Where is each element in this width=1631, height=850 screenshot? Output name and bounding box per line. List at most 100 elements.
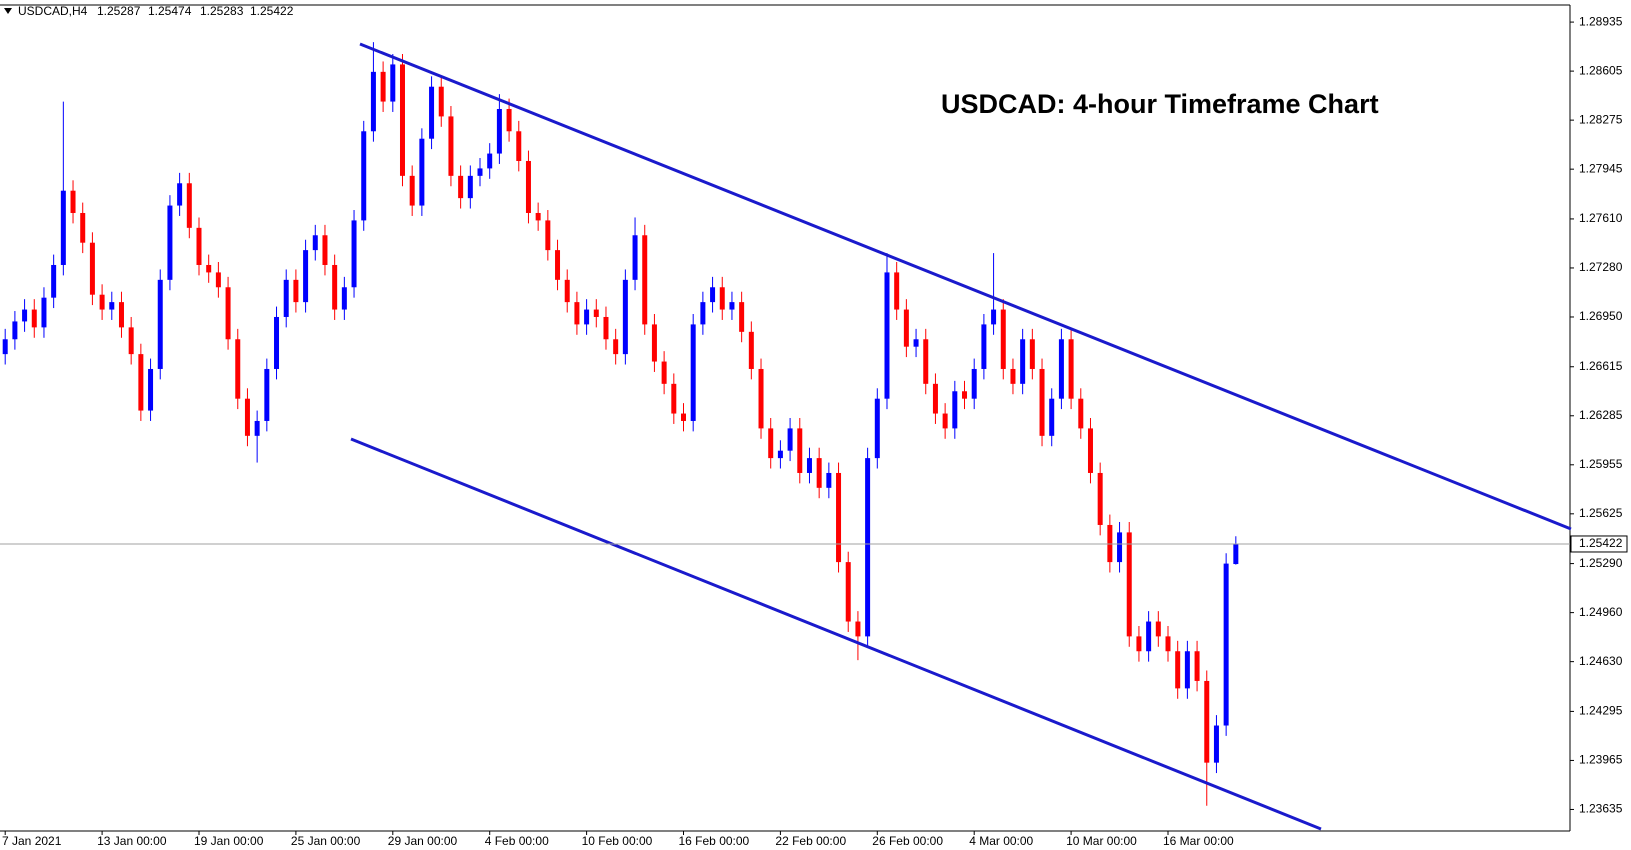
candle-body bbox=[390, 64, 396, 102]
candle-body bbox=[467, 175, 473, 199]
candle-body bbox=[535, 212, 541, 221]
candle-body bbox=[477, 168, 483, 176]
candle-body bbox=[671, 383, 677, 414]
candle-body bbox=[351, 220, 357, 288]
candle-body bbox=[894, 272, 900, 310]
candle-body bbox=[244, 398, 250, 436]
candle-body bbox=[545, 220, 551, 251]
candle-body bbox=[80, 212, 86, 243]
candle-body bbox=[932, 383, 938, 414]
candle-body bbox=[225, 287, 231, 340]
candle-body bbox=[632, 235, 638, 280]
candle-body bbox=[564, 279, 570, 303]
candle-body bbox=[1087, 428, 1093, 473]
candle-body bbox=[855, 621, 861, 637]
candle-body bbox=[235, 339, 241, 399]
candle-body bbox=[865, 458, 871, 637]
x-tick-label: 7 Jan 2021 bbox=[2, 834, 62, 848]
candle-body bbox=[487, 153, 493, 169]
candle-body bbox=[923, 339, 929, 384]
menu-arrow[interactable] bbox=[4, 8, 12, 14]
candle-body bbox=[41, 297, 47, 328]
candle-body bbox=[1213, 725, 1219, 763]
candle-body bbox=[622, 279, 628, 355]
candle-body bbox=[884, 272, 890, 399]
candle-body bbox=[399, 64, 405, 176]
y-tick-label: 1.28605 bbox=[1579, 63, 1623, 77]
candle-body bbox=[1136, 636, 1142, 652]
candle-body bbox=[458, 175, 464, 199]
candle-body bbox=[1223, 563, 1229, 726]
candle-body bbox=[797, 428, 803, 473]
candle-body bbox=[729, 302, 735, 310]
candle-body bbox=[1146, 621, 1152, 652]
candle-body bbox=[816, 458, 822, 488]
candle-body bbox=[31, 309, 37, 328]
trend-line[interactable] bbox=[350, 437, 1322, 831]
candle-body bbox=[525, 160, 531, 213]
candle-body bbox=[496, 108, 502, 154]
candle-body bbox=[186, 183, 192, 228]
candle-body bbox=[574, 302, 580, 325]
candle-body bbox=[952, 391, 958, 429]
y-tick-label: 1.28275 bbox=[1579, 112, 1623, 126]
candle-body bbox=[22, 309, 28, 322]
candle-body bbox=[981, 324, 987, 369]
header-low: 1.25283 bbox=[200, 4, 244, 18]
trend-line[interactable] bbox=[359, 42, 1572, 531]
candle-body bbox=[748, 331, 754, 369]
header-open: 1.25287 bbox=[97, 4, 141, 18]
candle-body bbox=[719, 287, 725, 310]
candle-body bbox=[118, 302, 124, 328]
y-tick-label: 1.23965 bbox=[1579, 753, 1623, 767]
candle-body bbox=[1029, 339, 1035, 369]
y-tick-label: 1.23635 bbox=[1579, 802, 1623, 816]
candle-body bbox=[1068, 339, 1074, 399]
y-tick-label: 1.24295 bbox=[1579, 704, 1623, 718]
x-tick-label: 22 Feb 00:00 bbox=[775, 834, 846, 848]
candle-body bbox=[303, 250, 309, 303]
candle-body bbox=[12, 321, 18, 340]
candle-body bbox=[1000, 309, 1006, 369]
candle-body bbox=[264, 368, 270, 421]
candle-body bbox=[312, 235, 318, 251]
candle-body bbox=[584, 309, 590, 325]
candle-body bbox=[1097, 472, 1103, 525]
candle-body bbox=[826, 472, 832, 488]
candle-body bbox=[196, 227, 202, 265]
y-tick-label: 1.25955 bbox=[1579, 457, 1623, 471]
x-tick-label: 4 Feb 00:00 bbox=[485, 834, 549, 848]
current-price-box bbox=[1570, 535, 1628, 553]
candle-body bbox=[2, 339, 8, 355]
candle-body bbox=[874, 398, 880, 459]
candle-body bbox=[710, 287, 716, 303]
y-tick-label: 1.27945 bbox=[1579, 161, 1623, 175]
candle-body bbox=[603, 316, 609, 340]
candle-body bbox=[1204, 680, 1210, 763]
candle-body bbox=[777, 450, 783, 459]
y-tick-label: 1.26285 bbox=[1579, 408, 1623, 422]
y-tick-label: 1.27610 bbox=[1579, 211, 1623, 225]
candle-body bbox=[157, 279, 163, 369]
candle-body bbox=[739, 302, 745, 332]
candle-body bbox=[215, 272, 221, 288]
candle-body bbox=[516, 131, 522, 161]
candle-body bbox=[642, 235, 648, 325]
candle-body bbox=[506, 108, 512, 132]
candle-body bbox=[787, 428, 793, 451]
y-tick-label: 1.25290 bbox=[1579, 556, 1623, 570]
x-tick-label: 10 Mar 00:00 bbox=[1066, 834, 1137, 848]
candle-body bbox=[758, 368, 764, 429]
candle-body bbox=[177, 183, 183, 206]
candle-body bbox=[167, 205, 173, 280]
candle-body bbox=[138, 354, 144, 411]
candle-body bbox=[1184, 651, 1190, 689]
candle-body bbox=[555, 250, 561, 280]
candle-body bbox=[700, 302, 706, 325]
candle-body bbox=[254, 420, 260, 436]
x-tick-label: 26 Feb 00:00 bbox=[872, 834, 943, 848]
candle-body bbox=[1078, 398, 1084, 429]
